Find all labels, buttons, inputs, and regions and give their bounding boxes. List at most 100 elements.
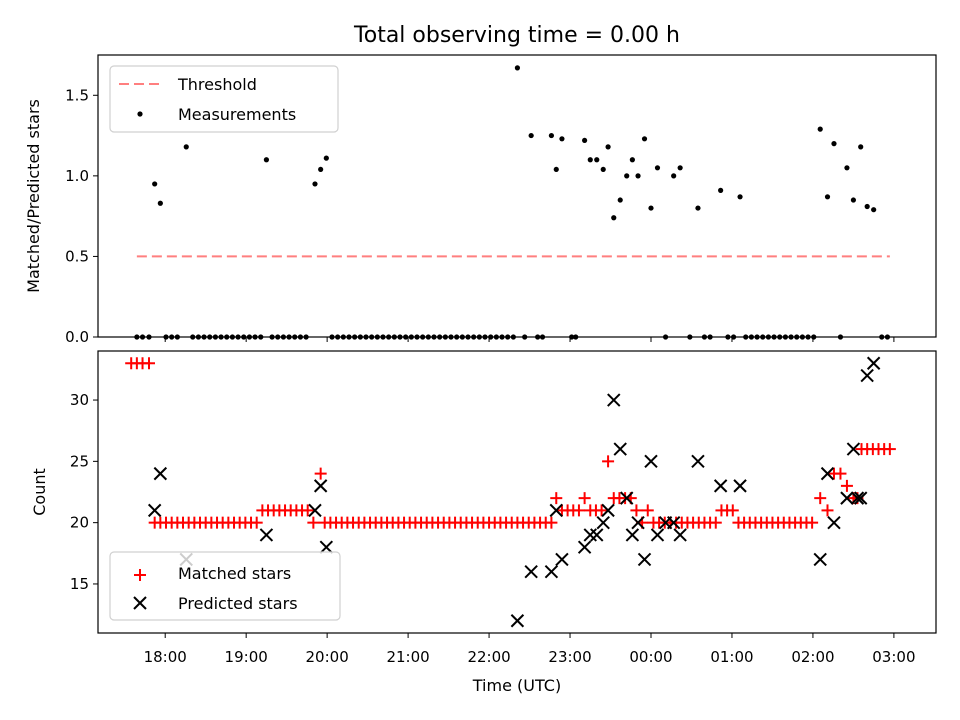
matched-star-marker bbox=[840, 479, 853, 492]
measurement-point bbox=[641, 136, 648, 142]
predicted-star-marker bbox=[319, 540, 334, 554]
matched-star-marker bbox=[307, 516, 320, 529]
x-tick-label: 01:00 bbox=[710, 648, 753, 666]
measurement-point bbox=[605, 144, 611, 150]
bottom-legend: Matched stars Predicted stars bbox=[109, 551, 341, 621]
bottom-y-tick-label: 20 bbox=[70, 514, 89, 532]
predicted-star-marker bbox=[625, 528, 640, 542]
matched-star-marker bbox=[572, 504, 585, 517]
measurement-point bbox=[635, 173, 641, 179]
predicted-star-marker bbox=[860, 368, 874, 383]
bottom-y-axis: 15 20 25 30 bbox=[70, 391, 98, 593]
measurement-point bbox=[548, 132, 555, 139]
measurement-point bbox=[559, 136, 565, 142]
top-y-tick-label: 1.5 bbox=[65, 86, 89, 104]
predicted-star-marker bbox=[620, 491, 634, 505]
predicted-star-marker bbox=[607, 393, 621, 407]
measurement-point bbox=[858, 144, 864, 150]
predicted-star-marker bbox=[850, 491, 865, 505]
predicted-star-marker bbox=[866, 356, 881, 370]
predicted-star-marker bbox=[510, 614, 525, 628]
predicted-star-marker bbox=[555, 552, 569, 567]
top-axes-frame bbox=[97, 54, 937, 338]
matched-star-marker bbox=[545, 516, 558, 529]
predicted-star-marker bbox=[733, 479, 747, 493]
legend-predicted-label: Predicted stars bbox=[178, 594, 298, 613]
matched-star-marker bbox=[834, 467, 847, 480]
legend-predicted-swatch bbox=[133, 596, 147, 610]
predicted-star-marker bbox=[549, 503, 563, 518]
matched-star-marker bbox=[595, 504, 608, 517]
measurement-point bbox=[594, 157, 600, 163]
predicted-star-marker bbox=[577, 540, 592, 554]
predicted-star-marker bbox=[590, 528, 604, 542]
bottom-y-axis-label: Count bbox=[30, 468, 49, 516]
bottom-y-tick-label: 15 bbox=[70, 575, 89, 593]
matched-star-marker bbox=[250, 516, 263, 529]
measurement-point bbox=[718, 187, 724, 193]
matched-star-marker bbox=[821, 504, 834, 517]
x-tick-label: 19:00 bbox=[225, 648, 268, 666]
measurement-point bbox=[824, 194, 831, 200]
predicted-star-marker bbox=[666, 515, 681, 530]
measurement-point bbox=[677, 165, 683, 171]
x-tick-label: 18:00 bbox=[144, 648, 187, 666]
predicted-star-marker bbox=[827, 515, 841, 530]
measurement-point bbox=[587, 157, 593, 163]
measurement-point bbox=[831, 141, 837, 147]
legend-measurements-label: Measurements bbox=[178, 105, 296, 124]
measurement-point bbox=[553, 166, 559, 173]
predicted-star-marker bbox=[524, 564, 538, 579]
x-tick-label: 23:00 bbox=[548, 648, 591, 666]
predicted-star-marker bbox=[820, 466, 835, 481]
bottom-plot-area bbox=[125, 356, 896, 628]
predicted-star-marker bbox=[846, 442, 861, 456]
x-tick-label: 21:00 bbox=[386, 648, 429, 666]
measurement-point bbox=[648, 205, 654, 211]
matched-star-marker bbox=[641, 504, 654, 517]
measurement-point bbox=[671, 173, 677, 179]
legend-matched-label: Matched stars bbox=[178, 564, 291, 583]
measurement-point bbox=[528, 132, 534, 139]
predicted-star-marker bbox=[644, 454, 658, 469]
measurement-point bbox=[318, 166, 324, 173]
measurement-point bbox=[600, 166, 606, 173]
predicted-star-marker bbox=[713, 479, 728, 493]
matched-star-marker bbox=[578, 492, 591, 505]
top-y-tick-label: 0.0 bbox=[65, 328, 89, 346]
measurement-point bbox=[624, 173, 630, 179]
top-x-axis bbox=[164, 337, 895, 342]
bottom-x-axis: 18:00 19:00 20:00 21:00 22:00 23:00 00:00 01:00… bbox=[144, 633, 916, 666]
matched-star-marker bbox=[883, 443, 896, 456]
measurement-point bbox=[312, 181, 318, 187]
measurement-point bbox=[695, 205, 701, 211]
predicted-star-marker bbox=[308, 503, 322, 518]
bottom-axes-frame bbox=[97, 350, 937, 634]
bottom-y-tick-label: 30 bbox=[70, 391, 89, 409]
x-tick-label: 03:00 bbox=[872, 648, 915, 666]
x-tick-label: 22:00 bbox=[467, 648, 510, 666]
measurement-point bbox=[323, 155, 329, 161]
x-tick-label: 20:00 bbox=[306, 648, 349, 666]
matched-star-marker bbox=[550, 492, 563, 505]
matched-star-marker bbox=[602, 455, 615, 468]
measurement-point bbox=[871, 207, 877, 213]
matched-star-marker bbox=[314, 467, 327, 480]
chart-title: Total observing time = 0.00 h bbox=[353, 23, 680, 48]
measurement-point bbox=[617, 197, 623, 203]
predicted-star-marker bbox=[637, 552, 652, 567]
predicted-star-marker bbox=[691, 454, 705, 469]
predicted-star-marker bbox=[631, 515, 645, 530]
x-tick-label: 02:00 bbox=[791, 648, 834, 666]
top-y-axis: 0.0 0.5 1.0 1.5 bbox=[65, 86, 98, 346]
x-axis-label: Time (UTC) bbox=[472, 676, 561, 695]
predicted-star-marker bbox=[259, 528, 274, 542]
measurement-point bbox=[817, 126, 823, 132]
legend-matched-swatch bbox=[134, 569, 146, 581]
x-tick-label: 00:00 bbox=[629, 648, 672, 666]
measurement-point bbox=[654, 165, 661, 171]
predicted-star-marker bbox=[601, 503, 615, 518]
measurement-point bbox=[157, 200, 163, 206]
legend-threshold-label: Threshold bbox=[177, 75, 257, 94]
measurement-point bbox=[737, 194, 743, 200]
